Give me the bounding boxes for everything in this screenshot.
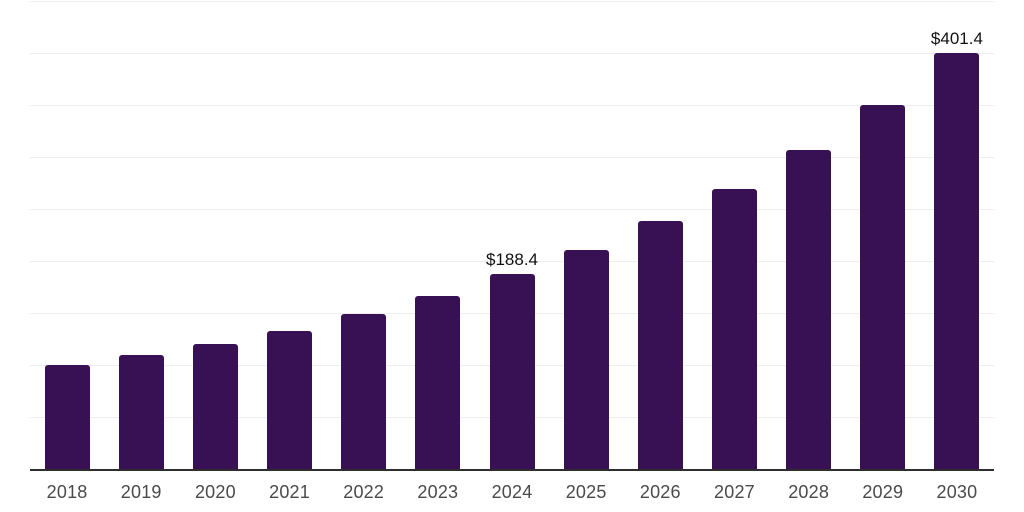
gridline-300 — [30, 157, 994, 158]
bar-2025 — [563, 249, 609, 470]
value-label-2030: $401.4 — [930, 28, 983, 48]
x-tick-label-2020: 2020 — [194, 482, 236, 502]
x-tick-label-2030: 2030 — [936, 482, 978, 502]
gridline-400 — [30, 53, 994, 54]
x-tick-label-2024: 2024 — [491, 482, 533, 502]
x-tick-label-2022: 2022 — [343, 482, 385, 502]
bar-2029 — [860, 105, 906, 470]
bar-2026 — [637, 221, 683, 470]
plot-area: 2018 2019 2020 2021 2022 2023 2024 2025 2026 2027… — [30, 0, 994, 502]
bar-2030 — [934, 52, 980, 470]
x-tick-label-2025: 2025 — [565, 482, 607, 502]
bar-2021 — [267, 330, 313, 470]
bar-2027 — [711, 188, 757, 470]
bar-2020 — [192, 344, 238, 470]
gridline-350 — [30, 105, 994, 106]
bar-2024 — [489, 274, 535, 470]
x-tick-label-2018: 2018 — [46, 482, 88, 502]
x-tick-label-2021: 2021 — [269, 482, 310, 502]
x-tick-label-2019: 2019 — [120, 482, 162, 502]
value-label-2024: $188.4 — [486, 250, 538, 270]
bar-2023 — [415, 295, 461, 470]
x-tick-label-2023: 2023 — [417, 482, 459, 502]
gridline-250 — [30, 209, 994, 210]
gridline-450 — [30, 1, 994, 2]
x-tick-label-2028: 2028 — [788, 482, 830, 502]
bar-2028 — [786, 149, 832, 470]
bar-2018 — [44, 365, 90, 470]
x-tick-label-2029: 2029 — [862, 482, 904, 502]
bar-2022 — [341, 313, 387, 470]
x-axis-line — [30, 469, 994, 471]
x-tick-label-2027: 2027 — [714, 482, 755, 502]
bar-2019 — [118, 354, 164, 470]
x-tick-label-2026: 2026 — [639, 482, 681, 502]
gridline-200 — [30, 261, 994, 262]
